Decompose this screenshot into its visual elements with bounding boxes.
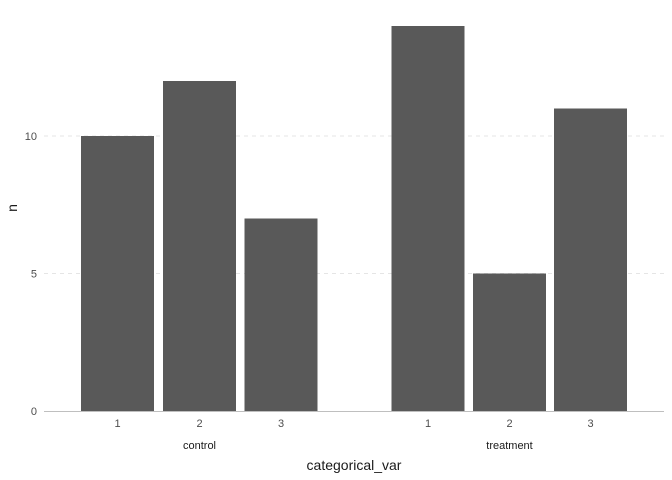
bar-treatment-1	[391, 26, 465, 411]
x-tick-labels: 1 2 3 1 2 3	[114, 418, 593, 430]
group-label-treatment: treatment	[486, 440, 532, 452]
y-axis-title: n	[4, 204, 20, 212]
y-tick-label: 0	[31, 406, 37, 418]
x-tick-label: 2	[506, 418, 512, 430]
x-axis-title: categorical_var	[307, 457, 402, 473]
y-tick-labels: 0 5 10	[25, 131, 37, 418]
group-labels: control treatment	[183, 440, 533, 452]
bars	[81, 26, 627, 411]
y-tick-label: 10	[25, 131, 37, 143]
bar-treatment-3	[554, 108, 627, 411]
x-tick-label: 1	[114, 418, 120, 430]
x-tick-label: 3	[278, 418, 284, 430]
x-tick-label: 2	[196, 418, 202, 430]
x-tick-label: 1	[425, 418, 431, 430]
bar-control-2	[163, 81, 236, 411]
x-tick-label: 3	[587, 418, 593, 430]
bar-control-3	[244, 218, 318, 411]
bar-control-1	[81, 136, 154, 411]
bar-treatment-2	[473, 273, 546, 411]
group-label-control: control	[183, 440, 216, 452]
y-tick-label: 5	[31, 269, 37, 281]
